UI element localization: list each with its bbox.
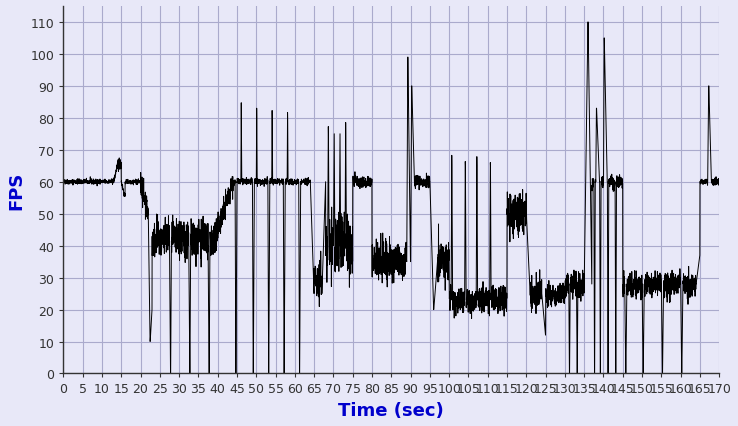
X-axis label: Time (sec): Time (sec) [339, 401, 444, 419]
Y-axis label: FPS: FPS [7, 171, 25, 210]
